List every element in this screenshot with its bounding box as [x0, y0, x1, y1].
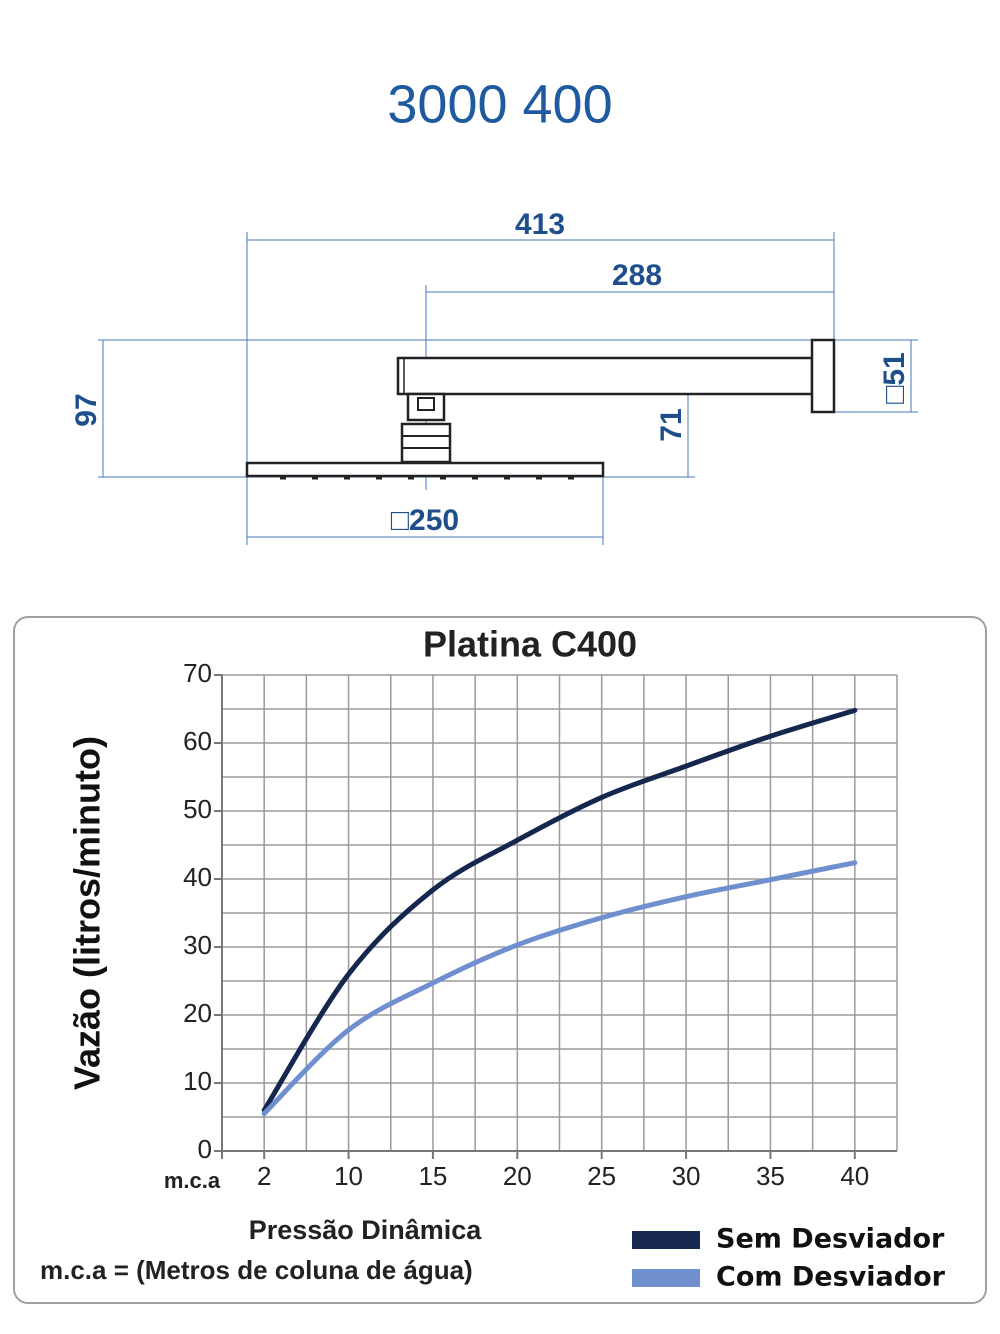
dimension-label: 413: [515, 208, 565, 241]
legend-label: Com Desviador: [716, 1262, 946, 1293]
y-tick-label: 0: [198, 1134, 212, 1164]
y-axis-title: Vazão (litros/minuto): [67, 736, 108, 1090]
chart-title: Platina C400: [423, 624, 637, 665]
x-axis-title: Pressão Dinâmica: [249, 1215, 483, 1245]
y-tick-label: 30: [183, 930, 212, 960]
chart-panel: [13, 616, 987, 1304]
legend-label: Sem Desviador: [716, 1224, 945, 1255]
series-line: [261, 707, 858, 1113]
x-tick-label: 40: [840, 1161, 869, 1191]
x-tick-label: 35: [756, 1161, 785, 1191]
product-code: 3000 400: [387, 74, 612, 134]
technical-drawing: 413 288 97 71 □51 □250: [70, 208, 918, 545]
x-unit: m.c.a: [164, 1168, 221, 1193]
y-tick-label: 50: [183, 794, 212, 824]
note: m.c.a = (Metros de coluna de água): [40, 1255, 473, 1285]
dimension-label: □51: [878, 352, 911, 404]
x-tick-label: 30: [672, 1161, 701, 1191]
series-line: [261, 860, 858, 1117]
dimension-label: 71: [655, 408, 688, 441]
legend-swatch: [632, 1269, 700, 1287]
legend-swatch: [632, 1231, 700, 1249]
x-tick-label: 20: [503, 1161, 532, 1191]
x-tick-label: 2: [257, 1161, 271, 1191]
dimension-label: 288: [612, 259, 662, 292]
y-tick-label: 10: [183, 1066, 212, 1096]
y-tick-label: 20: [183, 998, 212, 1028]
dimension-label: 97: [70, 393, 103, 426]
x-tick-label: 25: [587, 1161, 616, 1191]
y-tick-label: 40: [183, 862, 212, 892]
x-tick-label: 10: [334, 1161, 363, 1191]
y-tick-label: 60: [183, 726, 212, 756]
y-tick-label: 70: [183, 658, 212, 688]
x-tick-label: 15: [418, 1161, 447, 1191]
dimension-label: □250: [391, 504, 459, 537]
